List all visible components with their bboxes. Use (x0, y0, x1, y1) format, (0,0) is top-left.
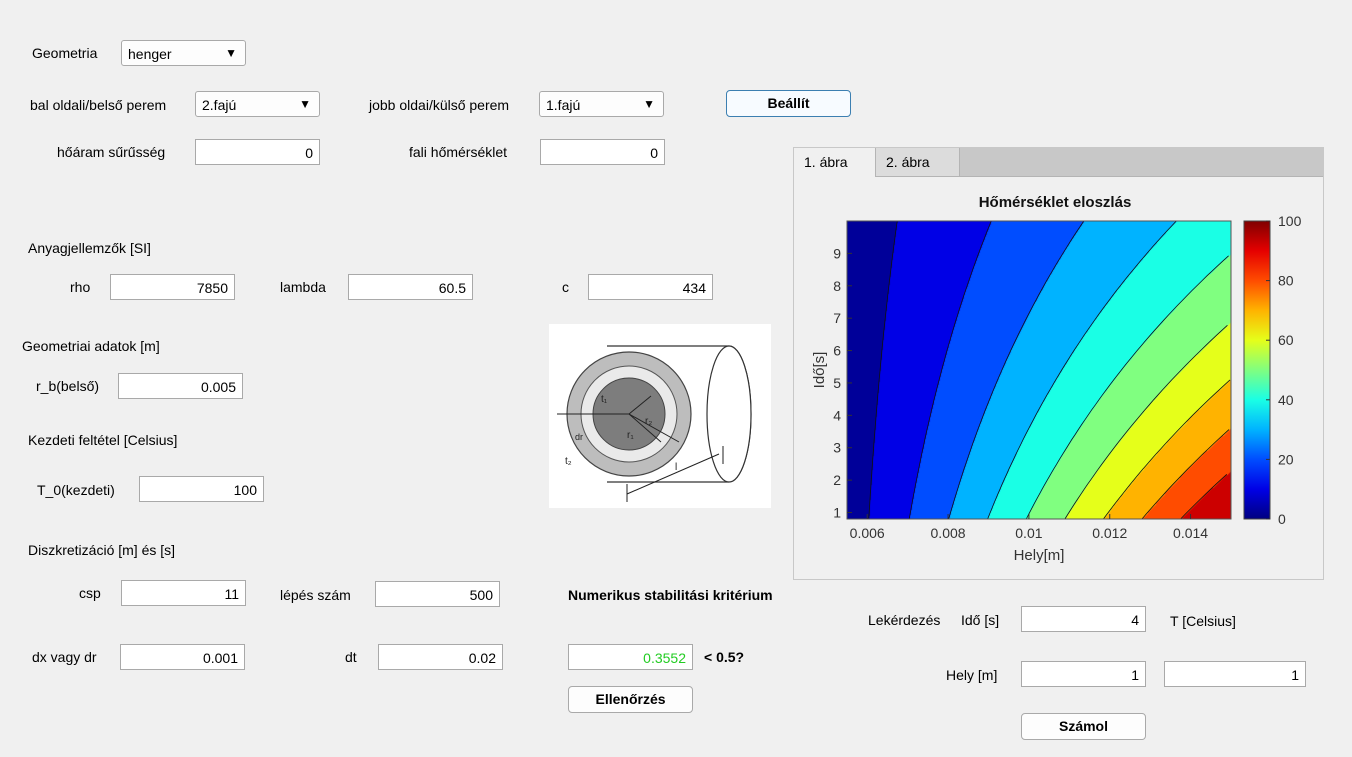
tab-bar: 1. ábra 2. ábra (794, 148, 1323, 177)
query-time-label: Idő [s] (961, 612, 1000, 628)
material-title: Anyagjellemzők [SI] (28, 240, 151, 256)
dt-input[interactable]: 0.02 (378, 644, 503, 670)
y-tick-label: 2 (833, 472, 841, 488)
geometry-label: Geometria (32, 45, 98, 61)
contour-line (987, 220, 1177, 520)
rho-label: rho (70, 279, 91, 295)
chevron-down-icon: ▼ (643, 97, 655, 111)
x-tick-label: 0.006 (850, 525, 885, 541)
contour-line (948, 220, 1085, 520)
dx-label: dx vagy dr (32, 649, 97, 665)
y-tick-label: 5 (833, 375, 841, 391)
geometry-select[interactable]: henger ▼ (121, 40, 246, 66)
query-pos-input[interactable]: 1 (1021, 661, 1146, 687)
contour-fill (847, 221, 1231, 519)
dt-label: dt (345, 649, 357, 665)
initial-title: Kezdeti feltétel [Celsius] (28, 432, 178, 448)
colorbar-tick-label: 80 (1278, 273, 1294, 289)
tab-figure-1[interactable]: 1. ábra (794, 148, 876, 177)
query-time-input[interactable]: 4 (1021, 606, 1146, 632)
stability-compare-label: < 0.5? (704, 649, 745, 665)
chevron-down-icon: ▼ (299, 97, 311, 111)
y-axis-label: Idő[s] (811, 352, 828, 389)
lambda-input[interactable]: 60.5 (348, 274, 473, 300)
diagram-label-dr: dr (575, 432, 583, 442)
compute-button[interactable]: Számol (1021, 713, 1146, 740)
contour-line (1141, 429, 1230, 520)
colorbar-tick-label: 40 (1278, 392, 1294, 408)
query-result-field: 1 (1164, 661, 1306, 687)
colorbar-tick-label: 20 (1278, 451, 1294, 467)
chart-title: Hőmérséklet eloszlás (979, 194, 1132, 211)
contour-line (868, 220, 898, 520)
contour-line (1064, 325, 1228, 520)
geom-data-title: Geometriai adatok [m] (22, 338, 160, 354)
colorbar (1243, 220, 1271, 520)
stability-value-field: 0.3552 (568, 644, 693, 670)
stability-title: Numerikus stabilitási kritérium (568, 587, 773, 603)
right-boundary-select[interactable]: 1.fajú ▼ (539, 91, 664, 117)
contour-line (1180, 474, 1228, 520)
contour-line (1025, 255, 1229, 520)
x-tick-label: 0.012 (1092, 525, 1127, 541)
y-tick-label: 3 (833, 440, 841, 456)
left-boundary-select[interactable]: 2.fajú ▼ (195, 91, 320, 117)
contour-line (1103, 379, 1231, 520)
temperature-chart: Hőmérséklet eloszlás 0.006 0.008 0.01 0.012 0… (811, 194, 1302, 564)
rho-input[interactable]: 7850 (110, 274, 235, 300)
tab-figure-2[interactable]: 2. ábra (876, 148, 960, 176)
csp-input[interactable]: 11 (121, 580, 246, 606)
diagram-label-r1: r₁ (627, 430, 634, 441)
t0-label: T_0(kezdeti) (37, 482, 115, 498)
diagram-label-t2: t₂ (565, 456, 572, 467)
y-tick-label: 7 (833, 310, 841, 326)
rb-label: r_b(belső) (36, 378, 100, 394)
colorbar-tick-label: 60 (1278, 332, 1294, 348)
contour-line (908, 220, 992, 520)
cylinder-diagram: t₁ t₂ r₁ r₂ dr l (549, 324, 771, 508)
query-title: Lekérdezés (868, 612, 941, 628)
left-boundary-selected: 2.fajú (202, 97, 237, 113)
diagram-label-l: l (675, 462, 677, 473)
lambda-label: lambda (280, 279, 326, 295)
plot-frame (846, 220, 1232, 520)
right-boundary-label: jobb oldai/külső perem (369, 97, 510, 113)
c-input[interactable]: 434 (588, 274, 713, 300)
x-tick-label: 0.008 (931, 525, 966, 541)
y-tick-label: 9 (833, 245, 841, 261)
csp-label: csp (79, 585, 101, 601)
flux-input[interactable]: 0 (195, 139, 320, 165)
colorbar-tick-label: 0 (1278, 511, 1286, 527)
diagram-label-t1: t₁ (601, 394, 608, 405)
rb-input[interactable]: 0.005 (118, 373, 243, 399)
geometry-selected: henger (128, 46, 172, 62)
left-boundary-label: bal oldali/belső perem (30, 97, 167, 113)
discretization-title: Diszkretizáció [m] és [s] (28, 542, 176, 558)
colorbar-tick-label: 100 (1278, 213, 1302, 229)
chevron-down-icon: ▼ (225, 46, 237, 60)
x-tick-label: 0.01 (1015, 525, 1042, 541)
dx-input[interactable]: 0.001 (120, 644, 245, 670)
x-tick-label: 0.014 (1173, 525, 1208, 541)
right-boundary-selected: 1.fajú (546, 97, 581, 113)
y-tick-label: 6 (833, 343, 841, 359)
query-pos-label: Hely [m] (946, 667, 998, 683)
diagram-label-r2: r₂ (645, 416, 652, 427)
flux-label: hőáram sűrűsség (57, 144, 166, 160)
x-axis-label: Hely[m] (1014, 547, 1065, 564)
steps-label: lépés szám (280, 587, 351, 603)
query-temp-label: T [Celsius] (1170, 613, 1236, 629)
y-tick-label: 8 (833, 278, 841, 294)
steps-input[interactable]: 500 (375, 581, 500, 607)
c-label: c (562, 279, 569, 295)
set-button[interactable]: Beállít (726, 90, 851, 117)
check-button[interactable]: Ellenőrzés (568, 686, 693, 713)
y-tick-label: 4 (833, 407, 841, 423)
wall-temp-label: fali hőmérséklet (409, 144, 508, 160)
y-tick-label: 1 (833, 505, 841, 521)
plot-panel: 1. ábra 2. ábra Hőmérséklet eloszlás 0.00… (793, 147, 1324, 580)
t0-input[interactable]: 100 (139, 476, 264, 502)
wall-temp-input[interactable]: 0 (540, 139, 665, 165)
